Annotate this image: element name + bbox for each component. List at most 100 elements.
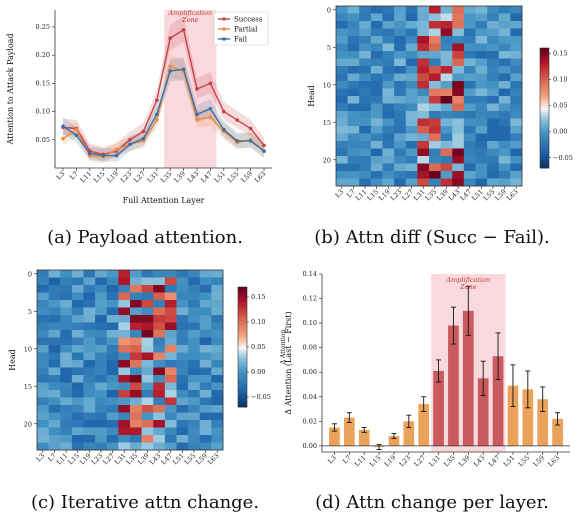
panel-a-point-fail bbox=[195, 112, 199, 117]
panel-b-colorbar-segment bbox=[540, 58, 549, 61]
panel-c-cell bbox=[60, 427, 73, 436]
panel-b-cell bbox=[498, 156, 511, 164]
panel-a-point-fail bbox=[168, 69, 172, 73]
panel-c-colorbar-segment bbox=[238, 353, 247, 356]
panel-c-colorbar-segment bbox=[238, 385, 247, 388]
panel-b-cell bbox=[510, 36, 523, 44]
panel-c-colorbar-segment bbox=[238, 309, 247, 312]
panel-c-cell bbox=[48, 390, 61, 398]
panel-a-y-tick-label: 0.25 bbox=[36, 23, 50, 31]
panel-b-colorbar-segment bbox=[540, 136, 549, 139]
panel-d-bar bbox=[492, 356, 504, 446]
panel-c-cell bbox=[141, 285, 154, 293]
panel-b-cell bbox=[487, 148, 500, 157]
panel-c-cell bbox=[141, 307, 154, 316]
panel-d-y-tick-label: 0.10 bbox=[303, 319, 317, 327]
panel-b-cell bbox=[452, 126, 465, 134]
panel-b-colorbar-segment bbox=[540, 110, 549, 113]
panel-c-cell bbox=[211, 270, 224, 278]
panel-b-cell bbox=[405, 13, 418, 22]
panel-c-cell bbox=[37, 292, 49, 301]
panel-b-cell bbox=[463, 133, 476, 142]
panel-c-cell bbox=[176, 292, 189, 301]
panel-b-cell bbox=[405, 141, 418, 149]
panel-c-cell bbox=[95, 435, 108, 443]
panel-c-cell bbox=[130, 337, 142, 346]
panel-b-cell bbox=[487, 73, 500, 82]
panel-b-cell bbox=[498, 111, 511, 119]
panel-a-zone-label-2: Zone bbox=[181, 16, 199, 24]
panel-d-y-tick-label: 0.00 bbox=[303, 442, 317, 450]
panel-b-cell bbox=[452, 178, 465, 187]
panel-b-cell bbox=[370, 163, 383, 172]
panel-b-cell bbox=[336, 96, 348, 104]
panel-c-cell bbox=[211, 427, 224, 436]
panel-b-cell bbox=[382, 111, 395, 119]
panel-b-cell bbox=[452, 118, 465, 127]
panel-c-cell bbox=[141, 330, 154, 338]
panel-b-cell bbox=[452, 28, 465, 37]
panel-c-cell bbox=[141, 390, 154, 398]
panel-b-cell bbox=[475, 73, 488, 82]
panel-c-cell bbox=[106, 360, 119, 368]
panel-c-cell bbox=[199, 405, 212, 413]
panel-b-colorbar-segment bbox=[540, 116, 549, 119]
panel-c-cell bbox=[37, 420, 49, 428]
panel-c-cell bbox=[211, 322, 224, 331]
panel-b-cell bbox=[440, 103, 453, 112]
panel-b-cell bbox=[359, 148, 372, 157]
panel-c-colorbar-segment bbox=[238, 351, 247, 354]
panel-b-cell bbox=[382, 96, 395, 104]
panel-a-point-partial bbox=[155, 118, 159, 122]
panel-c-cell bbox=[95, 375, 108, 383]
panel-c-cell bbox=[60, 292, 73, 301]
panel-b-colorbar-segment bbox=[540, 74, 549, 77]
panel-c-cell bbox=[95, 427, 108, 436]
panel-c-cell bbox=[48, 330, 61, 338]
panel-b-cell bbox=[405, 28, 418, 37]
panel-b-cell bbox=[347, 141, 360, 149]
panel-c-cell bbox=[164, 352, 177, 361]
panel-b-cell bbox=[463, 6, 476, 14]
panel-b-cell bbox=[347, 28, 360, 37]
panel-b-cell bbox=[463, 148, 476, 157]
panel-c-colorbar-segment bbox=[238, 363, 247, 366]
panel-a-point-partial bbox=[114, 147, 119, 152]
panel-b-cell bbox=[417, 111, 430, 119]
panel-a-point-partial bbox=[208, 115, 213, 120]
panel-b-cell bbox=[487, 96, 500, 104]
panel-d-bar bbox=[329, 427, 340, 446]
panel-b-colorbar-segment bbox=[540, 164, 549, 167]
panel-b-cell bbox=[498, 163, 511, 172]
panel-c-cell bbox=[71, 345, 84, 353]
panel-b-cell bbox=[475, 141, 488, 149]
panel-b-cell bbox=[487, 88, 500, 97]
panel-b-cell bbox=[510, 73, 523, 82]
panel-c-colorbar-segment bbox=[238, 323, 247, 326]
panel-b-cell bbox=[336, 88, 348, 97]
panel-c-cell bbox=[188, 285, 201, 293]
panel-b-colorbar-segment bbox=[540, 148, 549, 151]
panel-d-y-tick-label: 0.02 bbox=[303, 417, 317, 425]
panel-c-cell bbox=[188, 322, 201, 331]
panel-b-cell bbox=[394, 43, 407, 52]
panel-c-cell bbox=[37, 405, 49, 413]
panel-c-cell bbox=[130, 367, 142, 376]
panel-a-point-success bbox=[248, 126, 253, 131]
panel-c-cell bbox=[176, 405, 189, 413]
panel-b-cell bbox=[336, 13, 348, 22]
panel-b-cell bbox=[359, 118, 372, 127]
panel-b-cell bbox=[452, 13, 465, 22]
panel-b-colorbar-segment bbox=[540, 166, 549, 169]
panel-b-cell bbox=[440, 36, 453, 44]
panel-b-cell bbox=[440, 163, 453, 172]
panel-c-cell bbox=[188, 352, 201, 361]
panel-b-cell bbox=[475, 36, 488, 44]
panel-b-cell bbox=[475, 111, 488, 119]
panel-b-cell bbox=[370, 21, 383, 29]
panel-b-cell bbox=[347, 88, 360, 97]
panel-b-cell bbox=[405, 156, 418, 164]
panel-c-cell bbox=[199, 352, 212, 361]
panel-a-legend-marker bbox=[222, 37, 226, 41]
panel-b-cell bbox=[498, 103, 511, 112]
